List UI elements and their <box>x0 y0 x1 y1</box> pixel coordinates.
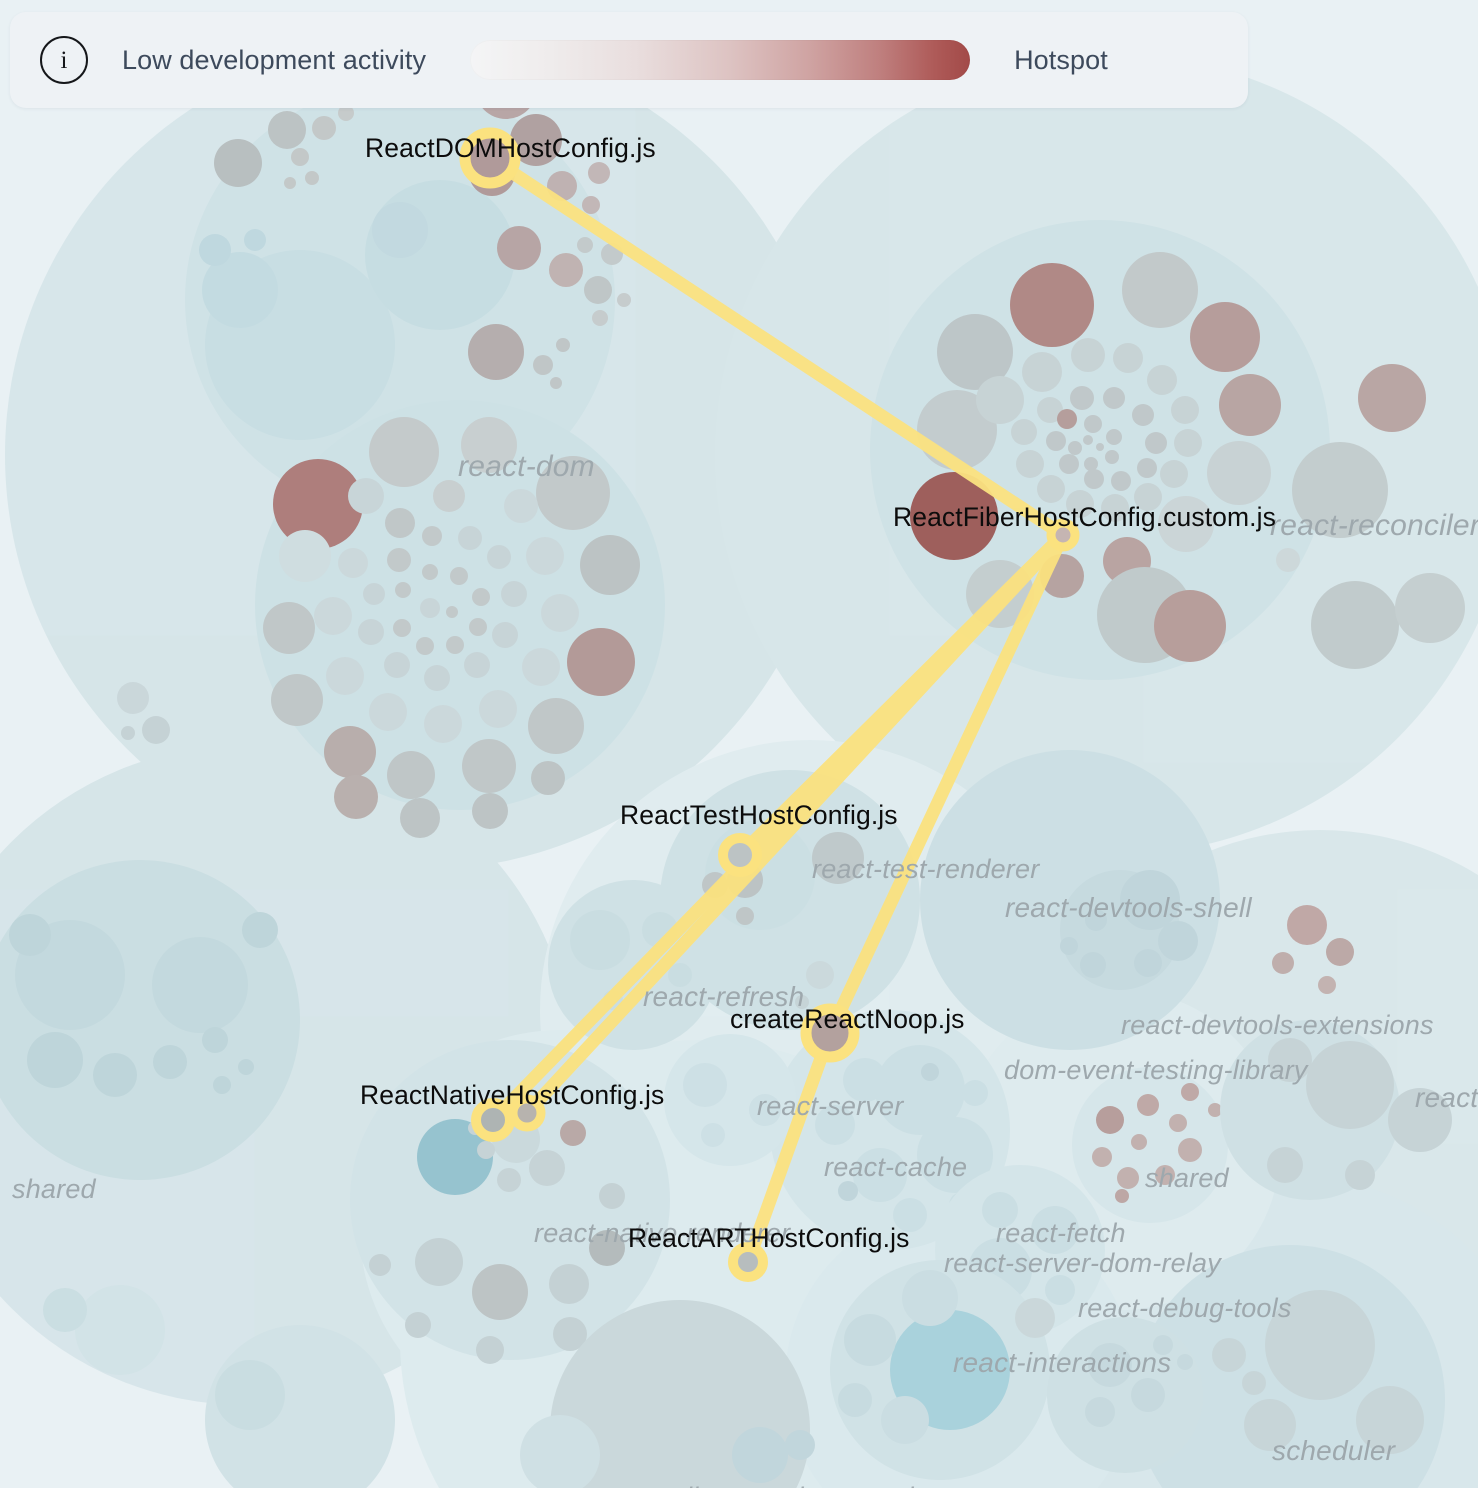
file-label[interactable]: ReactNativeHostConfig.js <box>360 1080 665 1110</box>
cluster-left-bottom <box>0 860 300 1180</box>
package-label: react-dom <box>458 450 595 483</box>
legend-color-ramp <box>470 40 971 80</box>
package-label: react-refresh <box>643 981 805 1012</box>
package-label: react-interactions <box>953 1347 1172 1378</box>
node-ReactNativeHostConfig-secondary[interactable] <box>508 1094 546 1132</box>
legend-low-label: Low development activity <box>122 44 427 75</box>
legend-high-label: Hotspot <box>1014 44 1108 75</box>
color-legend: i Low development activity Hotspot <box>10 12 1248 108</box>
node-ReactTestHostConfig[interactable] <box>718 833 762 877</box>
edge-noop-to-fiber[interactable] <box>823 528 1070 1040</box>
package-label: react-fetch <box>996 1218 1126 1248</box>
node-ReactFiberHostConfig-custom[interactable] <box>1046 518 1080 552</box>
highlight-edges[interactable] <box>483 151 1070 1269</box>
cluster-lower-middle <box>664 1010 1452 1335</box>
node-createReactNoop[interactable] <box>800 1003 860 1063</box>
cluster-react-native-renderer <box>350 1040 670 1364</box>
package-label: react-debug-tools <box>1078 1293 1292 1323</box>
package-label: react-server <box>757 1091 904 1121</box>
package-label: react <box>1415 1082 1478 1113</box>
package-label: shared <box>12 1174 96 1204</box>
package-label: react-test-renderer <box>812 854 1040 884</box>
package-label: react-devtools-extensions <box>1121 1010 1434 1040</box>
info-icon[interactable]: i <box>40 36 88 84</box>
highlight-nodes[interactable] <box>459 127 1080 1282</box>
file-label[interactable]: ReactTestHostConfig.js <box>620 800 898 830</box>
node-ReactDOMHostConfig[interactable] <box>459 127 521 189</box>
package-label: shared <box>1145 1163 1229 1193</box>
cluster-react-reconciler <box>870 220 1465 680</box>
node-ReactARTHostConfig[interactable] <box>728 1242 768 1282</box>
package-label: listeners-in-react-dom <box>686 1482 951 1488</box>
package-label: react-native-renderer <box>534 1218 791 1248</box>
edge-art-to-noop[interactable] <box>741 1026 837 1269</box>
file-label[interactable]: ReactARTHostConfig.js <box>628 1223 910 1253</box>
cluster-bottom <box>43 1245 1445 1488</box>
package-label: react-cache <box>824 1152 968 1182</box>
package-label: react-reconciler <box>1270 509 1478 542</box>
package-label: react-devtools-shell <box>1005 892 1252 923</box>
edge-dom-to-fiber[interactable] <box>483 151 1070 542</box>
file-label[interactable]: ReactDOMHostConfig.js <box>365 133 656 163</box>
package-label: react-server-dom-relay <box>944 1248 1221 1278</box>
package-label: dom-event-testing-library <box>1004 1055 1308 1085</box>
package-label: scheduler <box>1272 1435 1396 1466</box>
file-label[interactable]: createReactNoop.js <box>730 1004 965 1034</box>
file-label[interactable]: ReactFiberHostConfig.custom.js <box>893 502 1276 532</box>
edge-native2-to-fiber[interactable] <box>520 528 1070 1120</box>
cluster-react-dom-src <box>117 400 665 838</box>
